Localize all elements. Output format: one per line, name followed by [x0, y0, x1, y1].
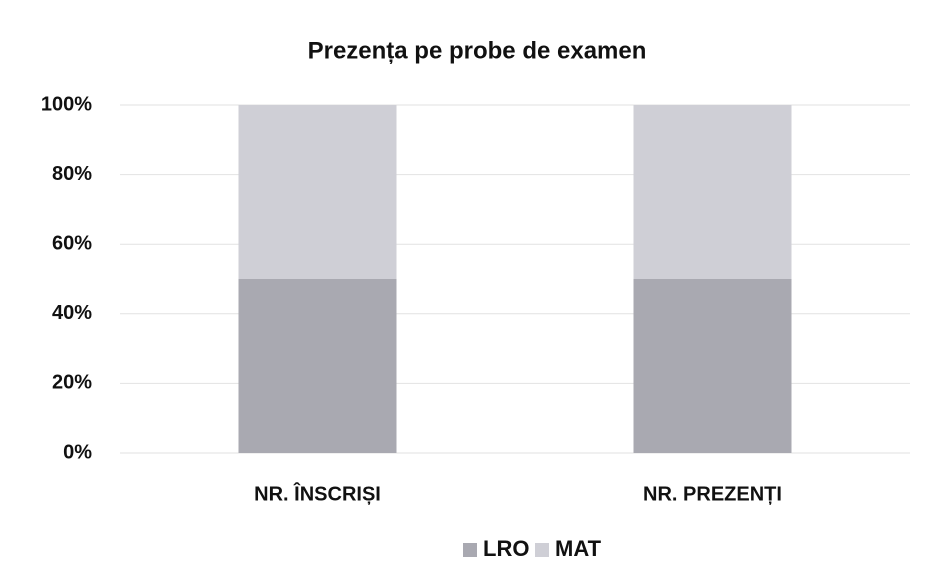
y-tick-label: 0%: [63, 441, 92, 463]
legend-label: LRO: [483, 536, 529, 561]
x-tick-label: NR. PREZENȚI: [643, 483, 782, 505]
legend-label: MAT: [555, 536, 602, 561]
y-tick-label: 100%: [41, 93, 92, 115]
bar-segment: [633, 105, 792, 279]
bar-segment: [633, 279, 792, 453]
y-tick-label: 80%: [52, 163, 92, 185]
bar-segment: [238, 105, 397, 279]
x-tick-label: NR. ÎNSCRIȘI: [254, 481, 381, 505]
y-tick-label: 60%: [52, 232, 92, 254]
y-tick-label: 20%: [52, 372, 92, 394]
y-tick-label: 40%: [52, 302, 92, 324]
legend-swatch: [535, 543, 549, 557]
bar-segment: [238, 279, 397, 453]
legend-swatch: [463, 543, 477, 557]
chart-title: Prezența pe probe de examen: [308, 37, 647, 64]
